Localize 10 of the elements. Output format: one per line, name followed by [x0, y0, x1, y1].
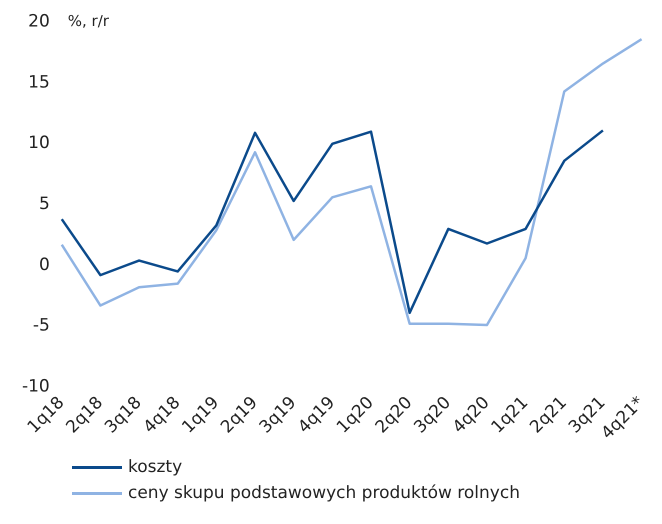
legend-label: koszty — [128, 457, 182, 477]
legend-label: ceny skupu podstawowych produktów rolnych — [128, 483, 520, 503]
y-tick-label: -10 — [22, 376, 50, 396]
y-tick-label: 15 — [28, 72, 50, 92]
y-tick-label: 20 — [28, 12, 50, 32]
y-tick-label: 5 — [38, 194, 50, 214]
y-tick-label: 0 — [38, 254, 50, 275]
y-tick-label: -5 — [32, 316, 50, 336]
y-tick-label: 10 — [28, 133, 50, 154]
y-axis-title: %, r/r — [68, 12, 110, 30]
